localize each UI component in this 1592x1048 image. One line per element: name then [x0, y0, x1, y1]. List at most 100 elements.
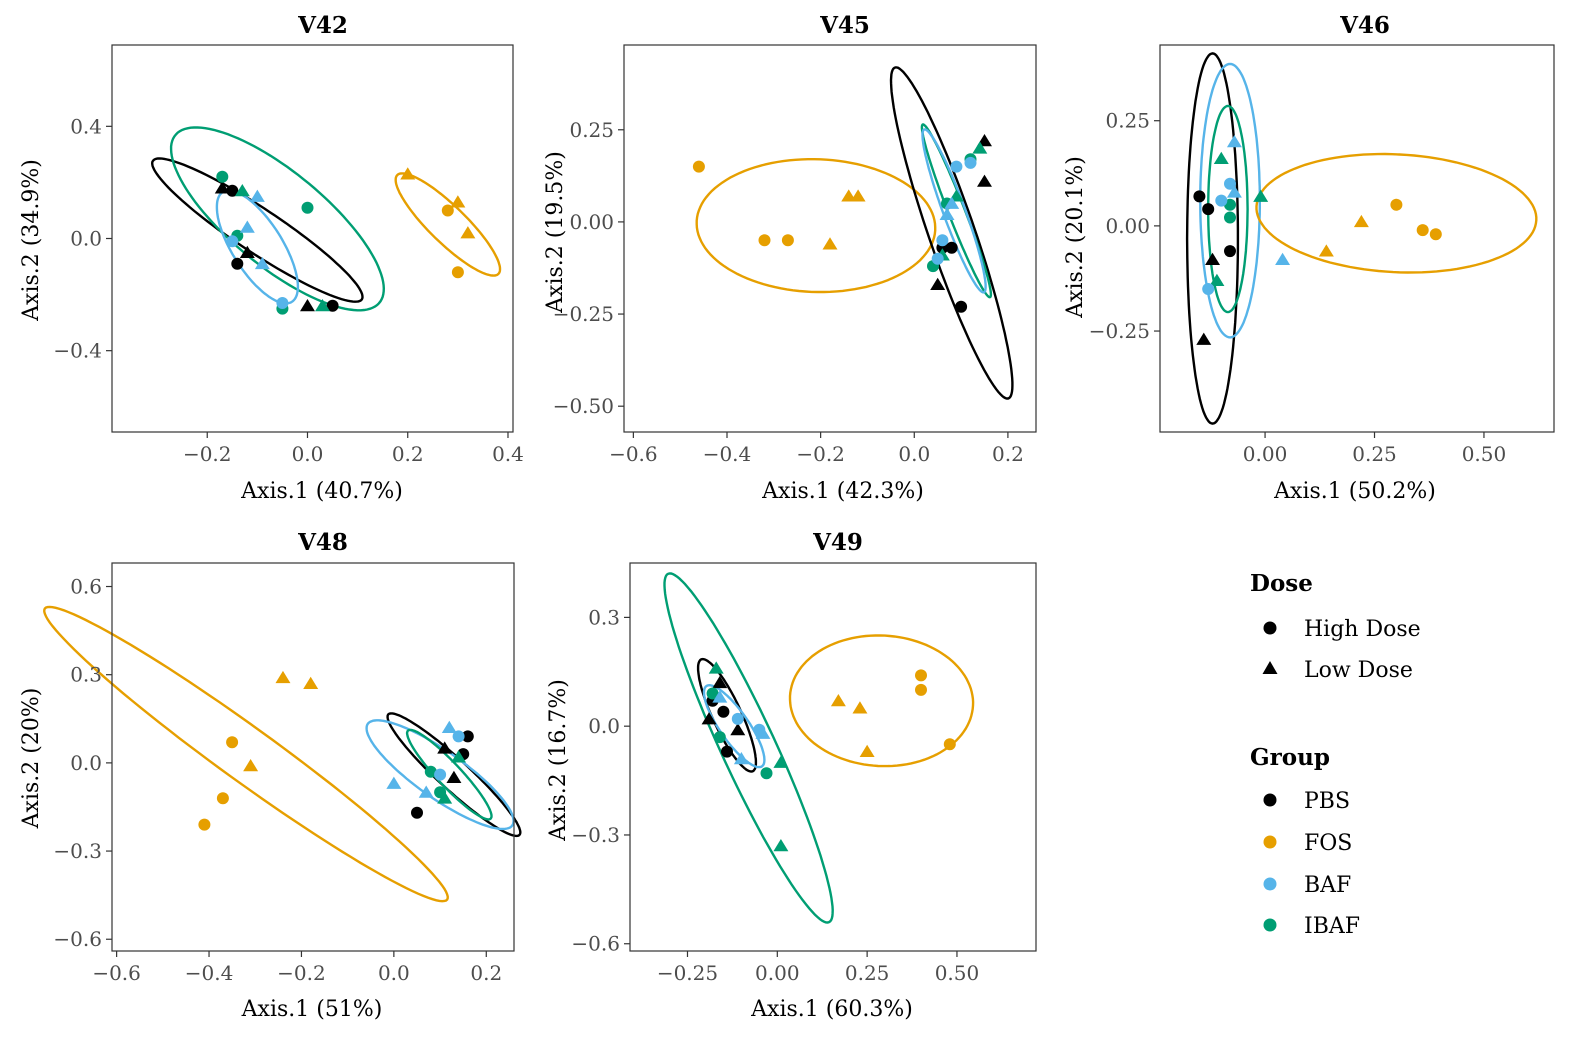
- data-point-baf-low-dose: [944, 196, 960, 209]
- data-point-pbs-high-dose: [1193, 190, 1206, 203]
- confidence-ellipse-ibaf: [663, 572, 834, 924]
- axis-ticks: −0.2 0.0 0.2 0.4 −0.4 0.0 0.4: [53, 114, 523, 466]
- data-point-baf-high-dose: [226, 235, 239, 248]
- y-tick-label: −0.3: [53, 839, 102, 863]
- data-point-baf-high-dose: [1202, 283, 1215, 295]
- data-point-baf-low-dose: [239, 220, 255, 233]
- legend-pbs-marker: [1263, 793, 1277, 807]
- y-tick-label: 0.0: [70, 751, 102, 775]
- data-point-baf-low-dose: [1275, 252, 1291, 265]
- confidence-ellipse-baf: [921, 128, 987, 294]
- data-point-pbs-high-dose: [231, 257, 244, 270]
- data-point-fos-low-dose: [841, 189, 857, 202]
- data-point-fos-high-dose: [758, 234, 771, 247]
- confidence-ellipse-pbs: [150, 157, 364, 303]
- plot-frame: [111, 44, 514, 433]
- x-axis-label: Axis.1 (51%): [241, 997, 383, 1022]
- panel-title: V45: [819, 12, 870, 39]
- y-tick-label: 0.25: [1105, 109, 1150, 133]
- data-point-pbs-high-dose: [326, 299, 339, 312]
- data-point-ibaf-low-dose: [1253, 189, 1269, 202]
- data-point-baf-low-dose: [441, 720, 457, 734]
- plot-frame: [623, 44, 1037, 433]
- confidence-ellipse-pbs: [1185, 52, 1240, 425]
- data-point-baf-high-dose: [276, 297, 289, 309]
- panel-title: V46: [1339, 12, 1390, 39]
- data-point-pbs-low-dose: [446, 770, 462, 784]
- panel-v48: V48 Axis.1 (51%) Axis.2 (20%) −0.6 −0.4 −0…: [19, 529, 522, 1022]
- y-tick-label: −0.25: [553, 302, 614, 326]
- y-tick-label: 0.00: [569, 210, 614, 234]
- confidence-ellipse-fos: [43, 605, 449, 903]
- data-point-pbs-low-dose: [239, 245, 255, 258]
- data-point-fos-high-dose: [216, 792, 229, 805]
- data-point-baf-high-dose: [1224, 177, 1236, 190]
- y-axis-label: Axis.2 (20.1%): [1063, 156, 1088, 319]
- panel-title: V42: [297, 12, 348, 39]
- y-tick-label: 0.25: [569, 118, 614, 142]
- data-point-pbs-low-dose: [437, 741, 453, 754]
- legend-high-dose-label: High Dose: [1304, 617, 1421, 642]
- confidence-ellipse-fos: [695, 158, 937, 294]
- data-point-pbs-low-dose: [930, 277, 946, 291]
- data-point-fos-high-dose: [226, 736, 239, 749]
- data-point-fos-high-dose: [1416, 224, 1429, 237]
- axis-ticks: 0.00 0.25 0.50 −0.25 0.00 0.25: [1089, 109, 1507, 466]
- legend-fos-label: FOS: [1304, 831, 1352, 856]
- data-point-ibaf-high-dose: [706, 687, 719, 700]
- data-point-pbs-low-dose: [701, 712, 717, 725]
- data-point-fos-high-dose: [943, 738, 956, 751]
- x-axis-label: Axis.1 (40.7%): [240, 479, 403, 504]
- data-point-baf-low-dose: [386, 776, 402, 789]
- plot-area: [692, 66, 1014, 400]
- x-tick-label: 0.2: [392, 442, 424, 466]
- x-tick-label: 0.2: [470, 961, 502, 985]
- data-point-baf-low-dose: [254, 256, 270, 270]
- panel-title: V49: [812, 529, 863, 556]
- confidence-ellipse-baf: [365, 719, 515, 831]
- legend-baf-marker: [1263, 877, 1277, 891]
- x-tick-label: 0.25: [845, 961, 890, 985]
- x-tick-label: −0.4: [703, 442, 752, 466]
- y-axis-label: Axis.2 (19.5%): [543, 151, 568, 314]
- legend-baf-label: BAF: [1304, 873, 1351, 898]
- data-point-ibaf-low-dose: [1213, 151, 1229, 165]
- y-tick-label: 0.4: [70, 114, 102, 138]
- data-point-baf-low-dose: [712, 690, 728, 703]
- data-point-pbs-high-dose: [1224, 245, 1236, 258]
- x-tick-label: −0.6: [609, 442, 658, 466]
- data-point-ibaf-high-dose: [301, 201, 314, 214]
- data-point-pbs-high-dose: [1202, 203, 1215, 216]
- y-tick-label: 0.3: [588, 605, 620, 629]
- x-tick-label: 0.0: [292, 442, 324, 466]
- data-point-pbs-high-dose: [955, 300, 968, 313]
- panel-v49: V49 Axis.1 (60.3%) Axis.2 (16.7%) −0.25 0…: [546, 529, 1037, 1022]
- x-axis-label: Axis.1 (42.3%): [761, 479, 924, 504]
- data-point-fos-high-dose: [441, 204, 454, 217]
- legend-pbs-label: PBS: [1304, 789, 1350, 814]
- data-point-baf-high-dose: [434, 768, 447, 781]
- plot-area: [150, 126, 502, 315]
- data-point-fos-low-dose: [400, 167, 416, 180]
- y-tick-label: −0.6: [53, 927, 102, 951]
- legend-ibaf-label: IBAF: [1304, 914, 1360, 939]
- axis-ticks: −0.25 0.00 0.25 0.50 −0.6 −0.3 0.0 0.3: [571, 605, 979, 985]
- y-tick-label: 0.6: [70, 575, 102, 599]
- x-tick-label: 0.00: [755, 961, 800, 985]
- data-point-ibaf-low-dose: [773, 839, 789, 852]
- confidence-ellipse-fos: [788, 634, 975, 768]
- y-axis-label: Axis.2 (20%): [19, 688, 44, 830]
- data-point-fos-high-dose: [781, 234, 794, 247]
- data-point-baf-low-dose: [939, 207, 955, 220]
- data-point-ibaf-high-dose: [424, 765, 437, 778]
- x-tick-label: −0.2: [183, 442, 232, 466]
- y-tick-label: −0.3: [571, 823, 620, 847]
- data-point-ibaf-low-dose: [451, 750, 467, 763]
- confidence-ellipse-fos: [394, 172, 502, 277]
- data-point-baf-high-dose: [731, 712, 744, 725]
- data-point-pbs-low-dose: [977, 174, 992, 187]
- data-point-pbs-low-dose: [300, 299, 315, 312]
- data-point-fos-low-dose: [460, 226, 476, 239]
- y-tick-label: 0.0: [588, 714, 620, 738]
- data-point-fos-low-dose: [1318, 244, 1334, 257]
